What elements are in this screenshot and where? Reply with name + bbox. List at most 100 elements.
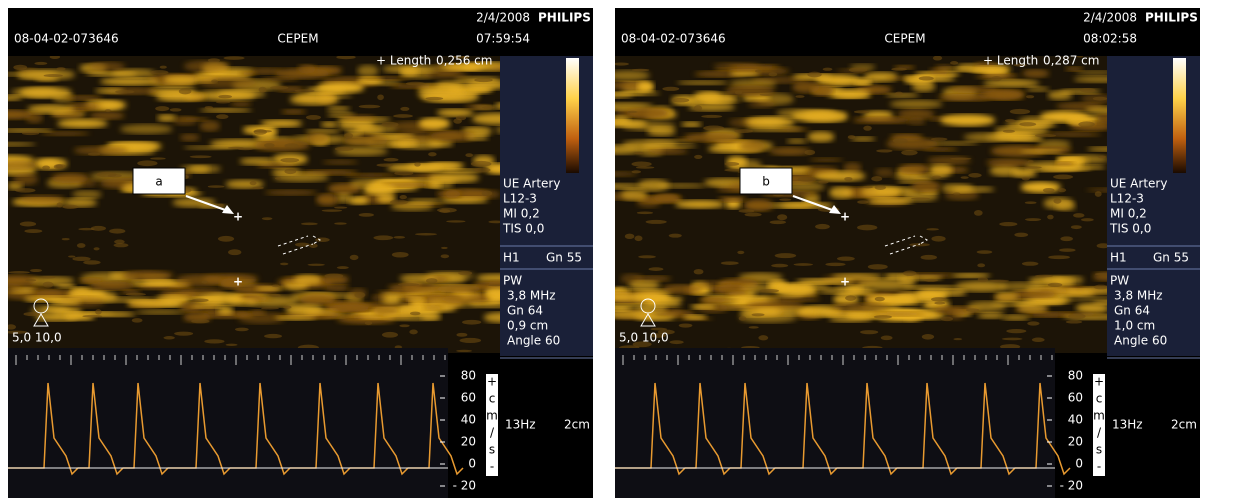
echo-speckle [1022,262,1038,266]
echo-speckle [848,135,855,139]
echo-speckle [51,173,89,183]
patient-id: 08-04-02-073646 [621,32,726,46]
echo-speckle [57,119,108,128]
echo-speckle [881,336,893,341]
echo-speckle [694,105,702,111]
echo-speckle [769,147,811,155]
echo-speckle [306,133,329,144]
measure-value: 0,256 cm [436,54,492,68]
echo-speckle [465,153,473,157]
echo-speckle [6,324,16,329]
velocity-tick-label: - 20 [453,479,476,493]
echo-speckle [1059,248,1076,252]
echo-speckle [208,185,225,188]
echo-speckle [224,56,245,60]
echo-speckle [831,303,891,311]
echo-speckle [25,279,36,281]
echo-speckle [180,134,200,141]
echo-speckle [638,255,656,258]
echo-speckle [662,284,703,293]
echo-speckle [270,86,288,90]
echo-speckle [1048,283,1063,287]
echo-speckle [30,269,42,272]
echo-speckle [135,310,185,315]
echo-speckle [1053,198,1061,203]
echo-speckle [919,76,934,80]
echo-speckle [875,185,887,190]
echo-speckle [1000,282,1044,291]
echo-speckle [898,164,930,174]
echo-speckle [807,131,834,142]
echo-speckle [55,164,66,168]
echo-speckle [653,194,680,203]
echo-speckle [1094,285,1109,290]
echo-speckle [20,222,36,227]
echo-speckle [703,126,724,131]
echo-speckle [622,121,676,131]
echo-speckle [71,287,91,293]
echo-speckle [262,77,300,82]
echo-speckle [787,139,807,144]
velocity-tick-label: 60 [1068,391,1083,405]
measure-label: + Length [376,54,431,68]
pw-setting: 3,8 MHz [507,289,556,303]
echo-speckle [239,158,276,166]
echo-speckle [809,158,843,162]
echo-speckle [72,190,102,198]
echo-speckle [200,121,220,132]
echo-speckle [260,120,302,127]
echo-speckle [156,92,203,102]
echo-speckle [1025,218,1041,221]
echo-speckle [1068,313,1085,319]
echo-speckle [1021,182,1061,193]
echo-speckle [417,88,465,99]
pw-setting: Gn 64 [507,304,543,318]
echo-speckle [371,295,388,302]
echo-speckle [163,76,201,84]
echo-speckle [62,238,70,240]
echo-speckle [635,236,643,242]
echo-speckle [926,228,938,230]
echo-speckle [759,289,779,293]
echo-speckle [699,299,739,303]
echo-speckle [662,87,679,91]
institution: CEPEM [884,32,925,46]
brand: PHILIPS [538,11,591,25]
echo-speckle [933,56,942,61]
echo-speckle [34,62,47,65]
echo-speckle [600,92,633,98]
echo-speckle [875,168,894,177]
echo-speckle [934,302,945,305]
echo-speckle [1048,91,1073,100]
echo-speckle [866,295,916,305]
echo-speckle [1032,338,1045,343]
echo-speckle [814,171,866,181]
echo-speckle [264,143,275,148]
echo-speckle [13,173,38,185]
echo-speckle [690,304,717,309]
echo-speckle [382,332,398,338]
echo-speckle [797,177,816,182]
echo-speckle [642,144,698,149]
echo-speckle [726,291,749,296]
echo-speckle [27,104,75,113]
echo-speckle [316,194,338,206]
echo-speckle [670,340,684,344]
echo-speckle [903,271,917,277]
velocity-unit: - [1097,460,1101,474]
echo-speckle [863,126,871,131]
echo-speckle [1005,119,1015,122]
echo-speckle [56,67,65,70]
echo-speckle [613,62,629,65]
echo-speckle [62,205,78,209]
echo-speckle [875,297,885,302]
echo-speckle [8,271,30,274]
echo-speckle [891,68,907,71]
echo-speckle [89,281,136,289]
echo-speckle [794,263,813,266]
echo-speckle [83,260,100,264]
echo-speckle [823,68,833,71]
echo-speckle [57,202,63,207]
setting: UE Artery [503,177,560,191]
marker-letter: b [762,175,770,189]
